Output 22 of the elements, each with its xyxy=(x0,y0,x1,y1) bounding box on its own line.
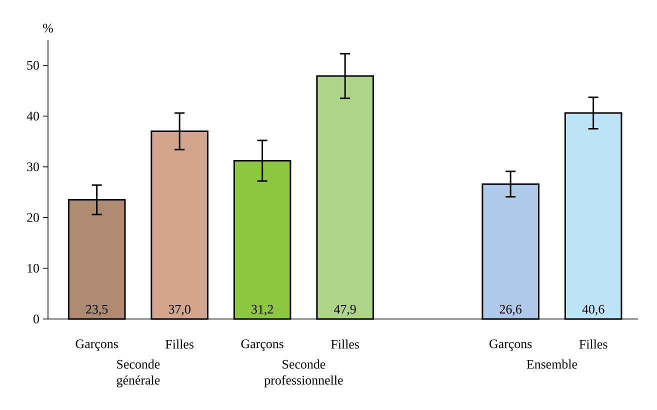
data-label: 26,6 xyxy=(500,304,522,316)
x-tick-label: Garçons xyxy=(241,340,284,351)
x-tick-label: Filles xyxy=(331,340,360,349)
y-tick-label: 10 xyxy=(28,264,39,273)
data-label: 31,2 xyxy=(252,304,273,316)
text: Ensemble xyxy=(526,360,578,369)
text: Seconde professionnelle xyxy=(264,360,343,388)
x-tick-label: Garçons xyxy=(76,340,118,351)
y-axis-title: % xyxy=(43,24,53,32)
x-tick-label: Filles xyxy=(579,340,608,349)
data-label: 47,9 xyxy=(334,304,356,316)
data-label: 40,6 xyxy=(582,304,604,316)
y-tick-label: 20 xyxy=(27,213,39,222)
y-tick-label: 40 xyxy=(26,112,39,120)
y-tick-label: 50 xyxy=(27,60,39,70)
y-tick-label: 0 xyxy=(34,314,39,324)
y-tick-label: 30 xyxy=(27,162,39,172)
data-label: 37,0 xyxy=(168,304,190,316)
x-tick-label: Garçons xyxy=(490,340,532,351)
x-tick-label: Filles xyxy=(166,340,194,349)
text: Seconde générale xyxy=(116,360,160,388)
data-label: 23,5 xyxy=(86,304,108,316)
